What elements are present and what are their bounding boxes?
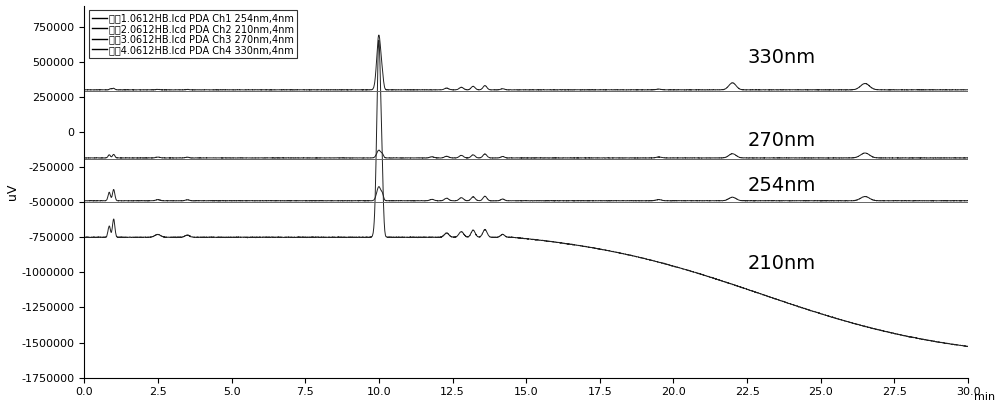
Text: min: min — [974, 392, 995, 402]
Text: 330nm: 330nm — [747, 48, 815, 67]
Text: 210nm: 210nm — [747, 254, 815, 273]
Legend: 数据1.0612HB.lcd PDA Ch1 254nm,4nm, 数据2.0612HB.lcd PDA Ch2 210nm,4nm, 数据3.0612HB.l: 数据1.0612HB.lcd PDA Ch1 254nm,4nm, 数据2.06… — [89, 11, 297, 58]
Text: 270nm: 270nm — [747, 131, 815, 150]
Y-axis label: uV: uV — [6, 183, 19, 200]
Text: 254nm: 254nm — [747, 176, 816, 195]
